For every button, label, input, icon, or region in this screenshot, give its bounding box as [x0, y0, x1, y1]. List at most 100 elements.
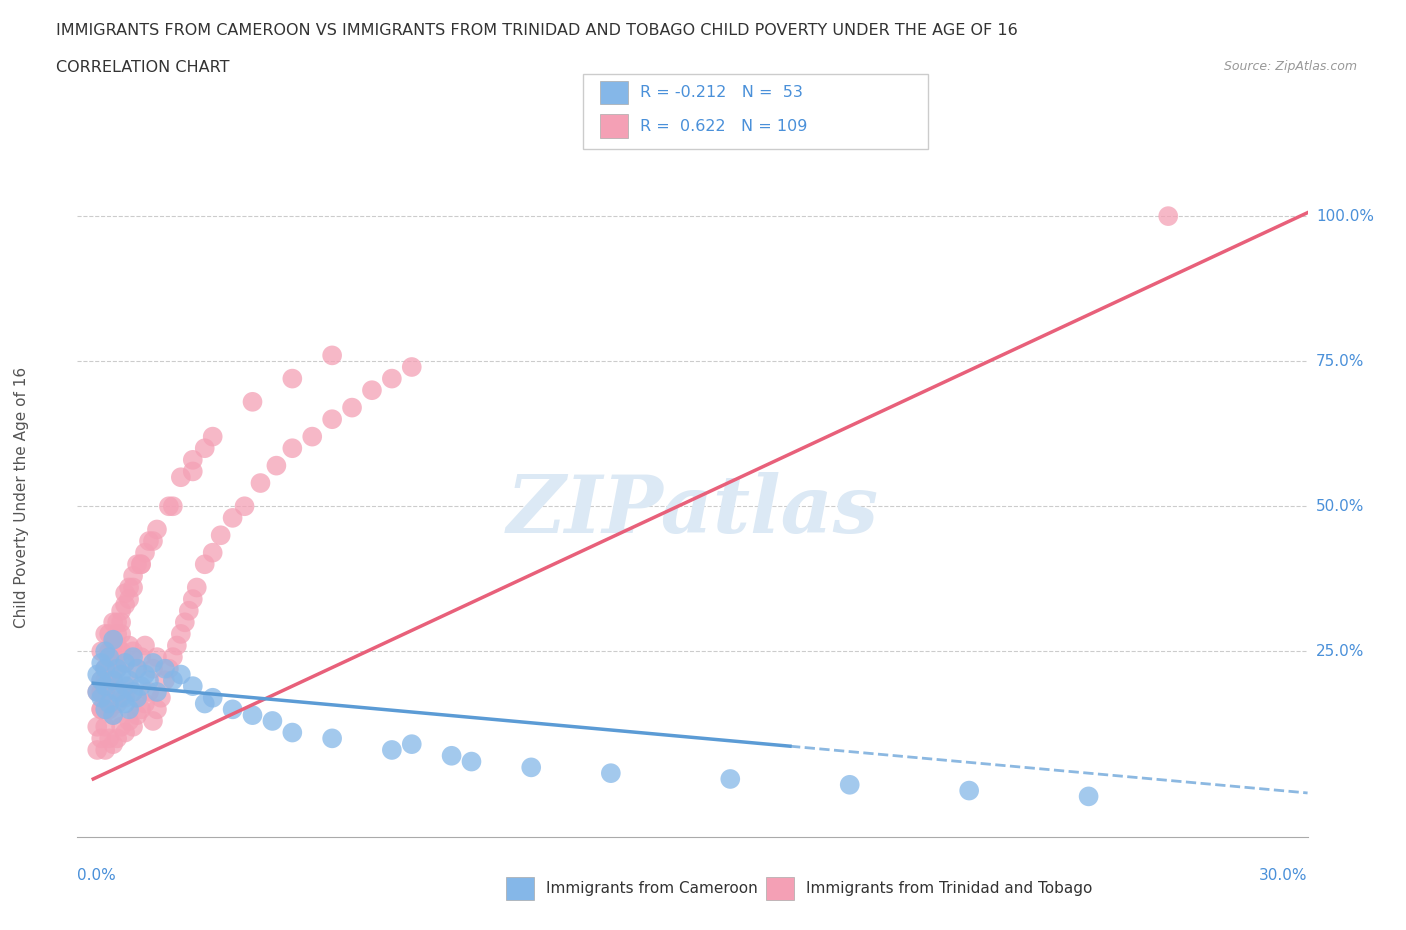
Point [101, 737, 124, 751]
Point [181, 452, 204, 467]
Point [114, 696, 136, 711]
Point [122, 568, 145, 583]
Point [321, 731, 343, 746]
Point [118, 580, 141, 595]
Point [101, 650, 124, 665]
Point [105, 684, 128, 699]
Point [340, 400, 363, 415]
Point [90, 644, 112, 658]
Point [90, 673, 112, 688]
Point [209, 528, 232, 543]
Point [194, 441, 217, 456]
Point [125, 661, 148, 676]
Point [101, 708, 124, 723]
Point [125, 557, 148, 572]
Point [122, 580, 145, 595]
Point [520, 760, 543, 775]
Point [162, 650, 184, 665]
Point [146, 650, 169, 665]
Point [262, 713, 284, 728]
Point [129, 702, 152, 717]
Point [94, 661, 117, 676]
Text: ZIPatlas: ZIPatlas [506, 472, 879, 550]
Point [157, 498, 180, 513]
Point [281, 441, 304, 456]
Point [157, 661, 180, 676]
Point [110, 615, 132, 630]
Point [134, 545, 156, 560]
Point [233, 498, 256, 513]
Point [90, 656, 112, 671]
Point [86, 667, 108, 682]
Point [142, 656, 165, 671]
Point [101, 638, 124, 653]
Point [381, 742, 404, 757]
Point [98, 696, 121, 711]
Point [201, 690, 224, 705]
Point [105, 615, 128, 630]
Point [142, 661, 165, 676]
Text: R =  0.622   N = 109: R = 0.622 N = 109 [640, 118, 807, 134]
Point [129, 557, 152, 572]
Point [361, 383, 384, 398]
Point [110, 690, 132, 705]
Point [90, 702, 112, 717]
Point [86, 684, 108, 699]
Point [94, 673, 117, 688]
Point [170, 470, 193, 485]
Point [181, 679, 204, 694]
Point [122, 684, 145, 699]
Point [101, 673, 124, 688]
Point [242, 394, 264, 409]
Point [110, 719, 132, 734]
Text: 0.0%: 0.0% [77, 868, 117, 883]
Point [146, 522, 169, 537]
Point [94, 702, 117, 717]
Text: 50.0%: 50.0% [1316, 498, 1364, 513]
Point [177, 604, 200, 618]
Point [101, 615, 124, 630]
Point [98, 661, 121, 676]
Point [114, 586, 136, 601]
Point [98, 644, 121, 658]
Point [149, 690, 172, 705]
Point [249, 475, 271, 490]
Point [162, 498, 184, 513]
Point [98, 673, 121, 688]
Point [94, 644, 117, 658]
Point [98, 731, 121, 746]
Point [125, 708, 148, 723]
Text: CORRELATION CHART: CORRELATION CHART [56, 60, 229, 75]
Point [1157, 208, 1180, 223]
Point [266, 458, 288, 473]
Text: 100.0%: 100.0% [1316, 208, 1374, 223]
Point [162, 673, 184, 688]
Point [146, 684, 169, 699]
Point [460, 754, 482, 769]
Point [129, 557, 152, 572]
Point [134, 638, 156, 653]
Point [101, 673, 124, 688]
Point [181, 591, 204, 606]
Text: 25.0%: 25.0% [1316, 644, 1364, 658]
Text: Immigrants from Cameroon: Immigrants from Cameroon [546, 881, 758, 897]
Point [142, 713, 165, 728]
Point [129, 679, 152, 694]
Point [170, 627, 193, 642]
Point [125, 661, 148, 676]
Point [90, 684, 112, 699]
Point [122, 650, 145, 665]
Point [122, 684, 145, 699]
Point [105, 696, 128, 711]
Text: Immigrants from Trinidad and Tobago: Immigrants from Trinidad and Tobago [806, 881, 1092, 897]
Point [114, 597, 136, 612]
Point [110, 644, 132, 658]
Point [94, 661, 117, 676]
Text: R = -0.212   N =  53: R = -0.212 N = 53 [640, 85, 803, 100]
Point [118, 702, 141, 717]
Point [94, 719, 117, 734]
Point [94, 684, 117, 699]
Point [105, 627, 128, 642]
Point [118, 713, 141, 728]
Point [301, 429, 323, 444]
